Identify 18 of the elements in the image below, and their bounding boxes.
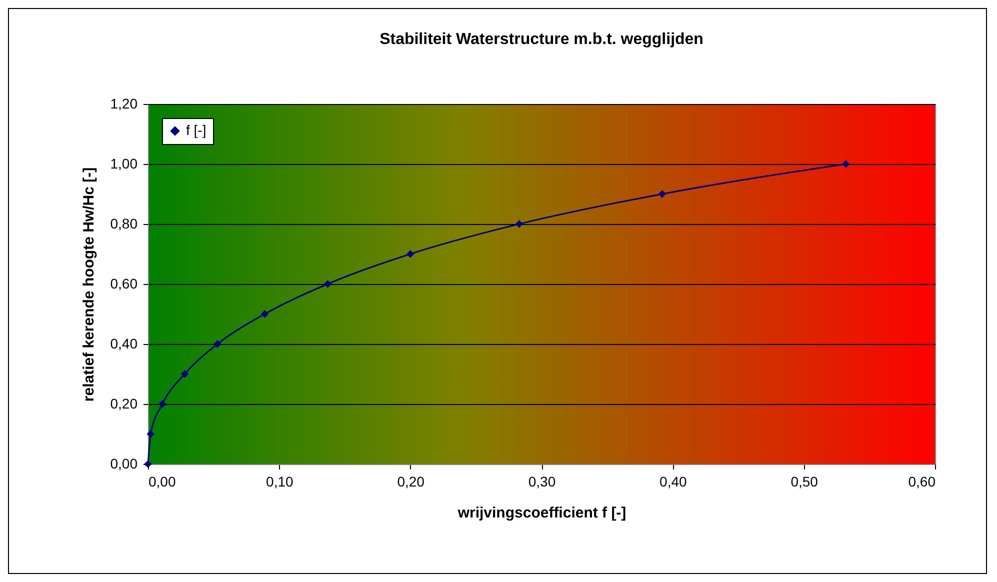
x-axis-title: wrijvingscoefficient f [-] [456, 504, 626, 522]
y-tick-label: 0,60 [110, 276, 138, 292]
y-tick-label: 0,40 [110, 336, 138, 352]
y-tick-label: 0,20 [110, 396, 138, 412]
x-tick-label: 0,30 [528, 474, 556, 490]
x-tick-label: 0,20 [397, 474, 425, 490]
chart-title: Stabiliteit Waterstructure m.b.t. wegglijden [380, 31, 704, 48]
x-tick-label: 0,10 [266, 474, 294, 490]
x-tick-label: 0,00 [148, 474, 176, 490]
legend-label: f [-] [186, 122, 206, 138]
y-tick-label: 1,00 [110, 156, 138, 172]
x-tick-label: 0,50 [790, 474, 818, 490]
y-tick-label: 0,00 [110, 456, 138, 472]
x-tick-label: 0,40 [660, 474, 688, 490]
x-tick-label: 0,60 [908, 474, 936, 490]
y-axis-title: relatief kerende hoogte Hw/Hc [-] [80, 167, 98, 402]
y-tick-label: 1,20 [110, 96, 138, 112]
y-tick-label: 0,80 [110, 216, 138, 232]
